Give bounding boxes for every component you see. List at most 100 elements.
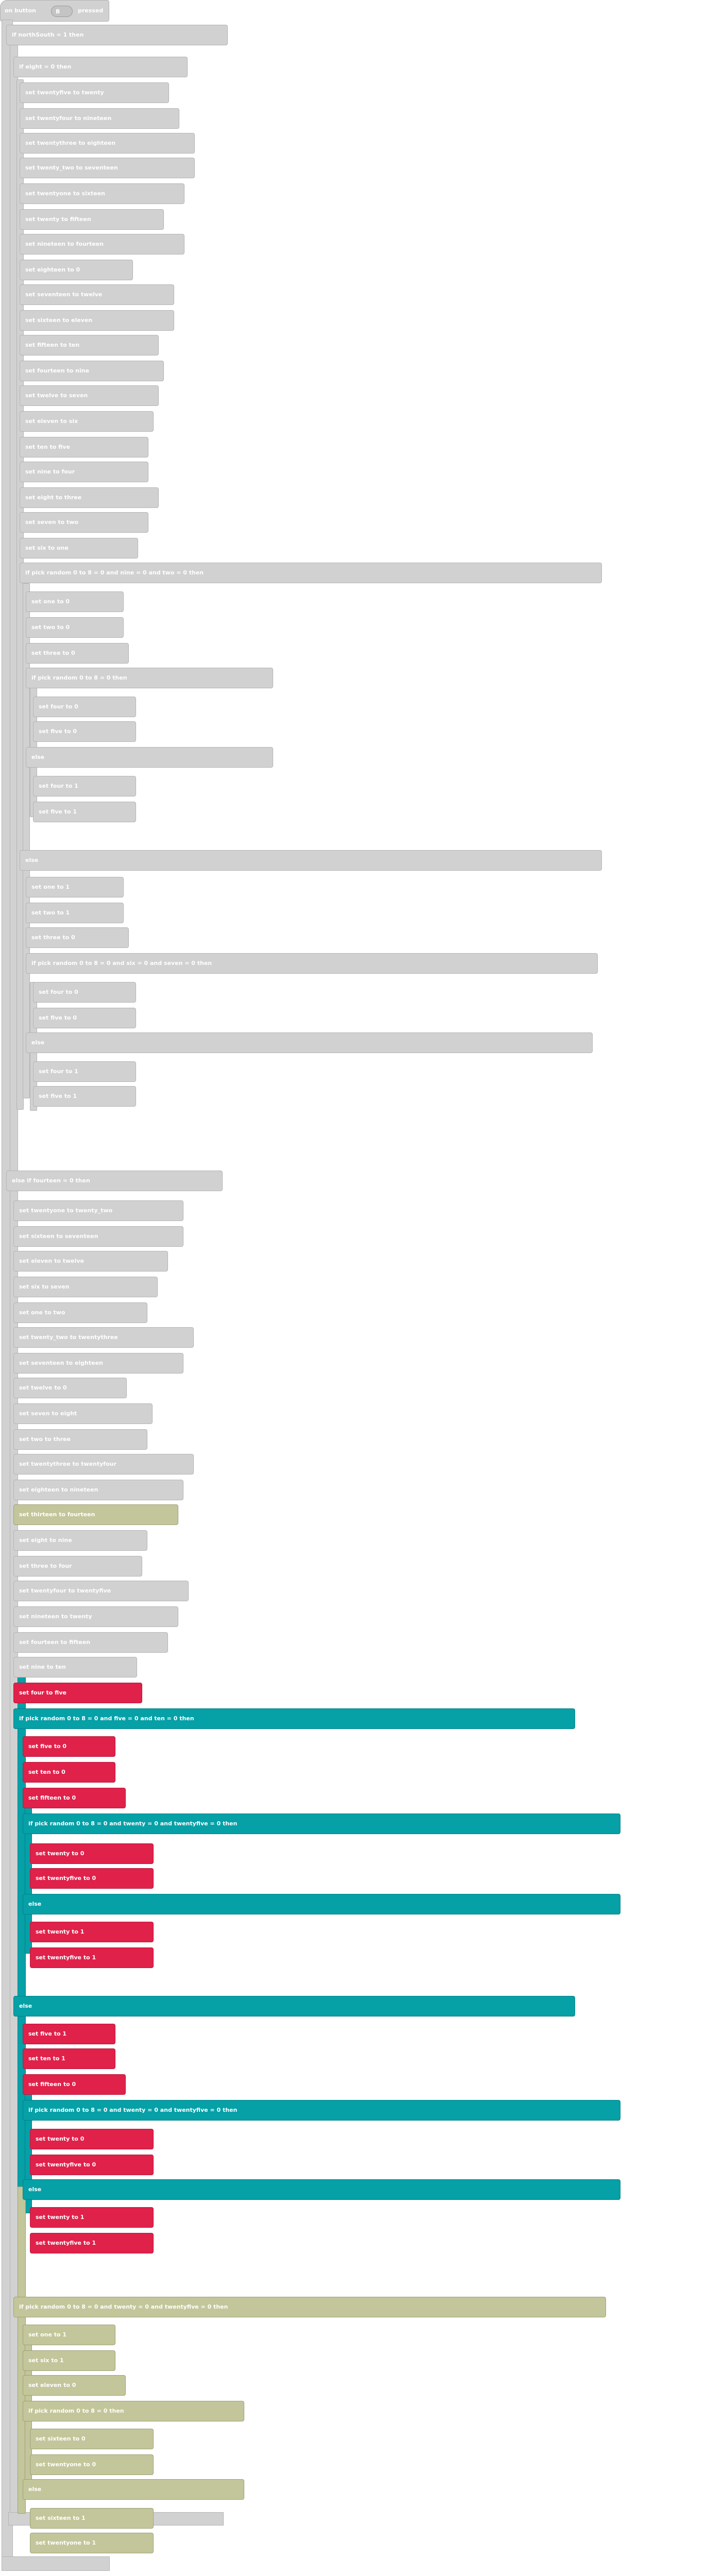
code-block[interactable]: set twenty to 0 <box>30 1843 154 1864</box>
code-block[interactable]: set ten to 0 <box>23 1762 115 1783</box>
code-block[interactable]: set twentyfive to 1 <box>30 2233 154 2253</box>
code-block[interactable]: else <box>23 1894 620 1914</box>
code-block[interactable]: set seven to two <box>20 512 148 533</box>
code-block[interactable]: set four to 1 <box>33 776 136 796</box>
code-block[interactable]: set five to 1 <box>33 802 136 822</box>
code-block[interactable]: set twentyone to sixteen <box>20 183 184 204</box>
code-block[interactable]: set sixteen to seventeen <box>13 1226 183 1247</box>
code-block[interactable]: set one to 1 <box>26 877 124 897</box>
code-block[interactable]: if pick random 0 to 8 = 0 and twenty = 0… <box>23 1814 620 1834</box>
code-block[interactable]: set twelve to 0 <box>13 1378 127 1398</box>
code-block[interactable]: set two to 1 <box>26 903 124 923</box>
code-block[interactable]: set three to 0 <box>26 927 129 948</box>
code-block[interactable]: set sixteen to 0 <box>30 2429 154 2449</box>
code-block[interactable]: set twentythree to twentyfour <box>13 1454 194 1475</box>
code-block-text: set seven to two <box>25 519 79 526</box>
code-block[interactable]: set six to 1 <box>23 2350 115 2371</box>
code-block[interactable]: if pick random 0 to 8 = 0 then <box>26 668 273 688</box>
code-block[interactable]: set twenty_two to seventeen <box>20 158 195 178</box>
code-block[interactable]: else <box>23 2479 244 2500</box>
code-block[interactable]: set one to 0 <box>26 591 124 612</box>
code-block[interactable]: set eighteen to nineteen <box>13 1480 183 1500</box>
code-block[interactable]: set fifteen to 0 <box>23 2074 126 2095</box>
code-block[interactable]: else <box>26 1032 593 1053</box>
code-block-text: set five to 1 <box>39 1093 77 1099</box>
code-block[interactable]: set fifteen to ten <box>20 335 159 355</box>
code-block[interactable]: if eight = 0 then <box>13 57 188 77</box>
code-block[interactable]: else <box>26 747 273 768</box>
code-block[interactable]: set twentyone to twenty_two <box>13 1200 183 1221</box>
code-block[interactable]: set two to three <box>13 1429 147 1450</box>
code-block[interactable]: set six to one <box>20 538 138 558</box>
code-block[interactable]: set twenty_two to twentythree <box>13 1327 194 1348</box>
code-block[interactable]: set twenty to 1 <box>30 2207 154 2228</box>
code-block[interactable]: set nineteen to fourteen <box>20 234 184 255</box>
code-block[interactable]: set five to 0 <box>33 1008 136 1028</box>
code-block[interactable]: if pick random 0 to 8 = 0 and twenty = 0… <box>23 2100 620 2121</box>
code-block[interactable]: set one to 1 <box>23 2325 115 2345</box>
code-block[interactable]: set eight to nine <box>13 1530 147 1551</box>
code-block[interactable]: set fourteen to nine <box>20 361 164 381</box>
code-block[interactable]: set six to seven <box>13 1277 158 1297</box>
code-block[interactable]: set twentyfive to 1 <box>30 1947 154 1968</box>
code-block[interactable]: set three to four <box>13 1556 142 1577</box>
code-block[interactable]: if northSouth = 1 then <box>6 25 228 45</box>
code-block[interactable]: set one to two <box>13 1302 147 1323</box>
code-block[interactable]: set nineteen to twenty <box>13 1606 178 1627</box>
code-block[interactable]: set seven to eight <box>13 1403 153 1424</box>
code-block[interactable]: set five to 1 <box>23 2024 115 2044</box>
code-block[interactable]: set eleven to six <box>20 411 154 432</box>
code-block-text: set fifteen to 0 <box>28 1794 76 1801</box>
code-block[interactable]: set eleven to twelve <box>13 1251 168 1272</box>
code-block[interactable]: if pick random 0 to 8 = 0 and five = 0 a… <box>13 1708 575 1729</box>
code-block[interactable]: if pick random 0 to 8 = 0 and six = 0 an… <box>26 953 598 974</box>
code-block[interactable]: set twentyone to 1 <box>30 2533 154 2553</box>
code-block[interactable]: set three to 0 <box>26 643 129 664</box>
code-block[interactable]: set nine to four <box>20 462 148 482</box>
code-block[interactable]: set sixteen to eleven <box>20 310 174 331</box>
code-block[interactable]: set eighteen to 0 <box>20 260 133 280</box>
code-block[interactable]: set two to 0 <box>26 617 124 638</box>
code-block[interactable]: else <box>13 1996 575 2016</box>
code-block[interactable]: set twentyfive to twenty <box>20 82 169 103</box>
code-block[interactable]: set four to 0 <box>33 982 136 1003</box>
code-block[interactable]: set five to 0 <box>23 1736 115 1757</box>
code-block[interactable]: set five to 0 <box>33 721 136 742</box>
event-hat-on-button[interactable]: on button B pressed <box>0 0 109 22</box>
code-block-text: else <box>28 2186 42 2193</box>
code-block[interactable]: set twenty to 0 <box>30 2129 154 2149</box>
code-block[interactable]: set seventeen to twelve <box>20 284 174 305</box>
code-block[interactable]: set eleven to 0 <box>23 2375 126 2396</box>
code-block[interactable]: set twenty to fifteen <box>20 209 164 230</box>
code-block[interactable]: set thirteen to fourteen <box>13 1504 178 1525</box>
button-dropdown[interactable]: B <box>51 6 73 17</box>
code-block[interactable]: set four to five <box>13 1683 142 1703</box>
code-block[interactable]: set twenty to 1 <box>30 1922 154 1942</box>
code-block[interactable]: if pick random 0 to 8 = 0 and twenty = 0… <box>13 2297 606 2317</box>
code-block[interactable]: set twentyfive to 0 <box>30 2155 154 2175</box>
code-block[interactable]: set twelve to seven <box>20 385 159 406</box>
code-block[interactable]: set twentyfour to twentyfive <box>13 1581 189 1601</box>
code-block[interactable]: set fourteen to fifteen <box>13 1632 168 1653</box>
code-block[interactable]: set nine to ten <box>13 1657 137 1677</box>
code-block[interactable]: else <box>20 850 602 871</box>
code-block[interactable]: set eight to three <box>20 487 159 508</box>
code-block-text: set two to 1 <box>31 909 70 916</box>
code-block-text: else <box>28 2486 42 2493</box>
code-block[interactable]: set twentyone to 0 <box>30 2454 154 2475</box>
code-block[interactable]: set seventeen to eighteen <box>13 1353 183 1374</box>
code-block[interactable]: else <box>23 2179 620 2200</box>
code-block[interactable]: set five to 1 <box>33 1086 136 1107</box>
code-block[interactable]: set ten to five <box>20 437 148 457</box>
code-block[interactable]: set ten to 1 <box>23 2048 115 2069</box>
code-block[interactable]: if pick random 0 to 8 = 0 then <box>23 2401 244 2421</box>
code-block[interactable]: set four to 1 <box>33 1061 136 1082</box>
code-block[interactable]: set twentyfive to 0 <box>30 1868 154 1889</box>
code-block[interactable]: set fifteen to 0 <box>23 1788 126 1808</box>
code-block[interactable]: else if fourteen = 0 then <box>6 1171 223 1191</box>
code-block[interactable]: if pick random 0 to 8 = 0 and nine = 0 a… <box>20 563 602 583</box>
code-block[interactable]: set twentyfour to nineteen <box>20 108 179 129</box>
code-block[interactable]: set four to 0 <box>33 697 136 717</box>
code-block[interactable]: set sixteen to 1 <box>30 2508 154 2529</box>
code-block[interactable]: set twentythree to eighteen <box>20 133 195 154</box>
